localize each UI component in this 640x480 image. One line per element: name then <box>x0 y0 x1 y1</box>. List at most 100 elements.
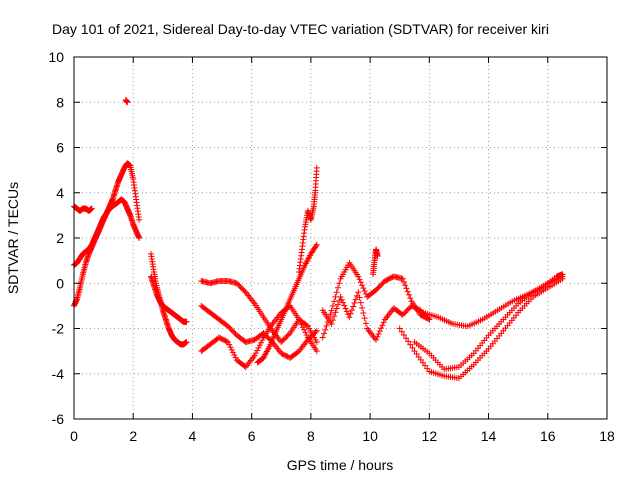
data-point <box>136 216 143 223</box>
data-point <box>402 309 409 316</box>
data-point <box>359 282 366 289</box>
data-point <box>260 330 267 337</box>
data-point <box>236 282 243 289</box>
data-point <box>414 306 421 313</box>
data-point <box>378 281 385 288</box>
data-point <box>404 306 411 313</box>
data-point <box>329 302 336 309</box>
data-point <box>227 344 234 351</box>
data-point <box>379 322 386 329</box>
data-point <box>329 317 336 324</box>
data-point <box>255 344 262 351</box>
data-point <box>222 337 229 344</box>
data-point <box>327 311 334 318</box>
data-point <box>388 274 395 281</box>
data-point <box>352 296 359 303</box>
data-point <box>343 308 350 315</box>
data-point <box>321 330 328 337</box>
data-point <box>302 329 309 336</box>
data-point <box>405 338 412 345</box>
data-point <box>400 331 407 338</box>
data-point <box>404 288 411 295</box>
data-point <box>238 285 245 292</box>
y-tick-label: 6 <box>56 140 64 156</box>
data-point <box>412 304 419 311</box>
data-point <box>403 335 410 342</box>
data-point <box>399 311 406 318</box>
data-point <box>341 302 348 309</box>
data-point <box>241 288 248 295</box>
data-point <box>278 350 285 357</box>
data-point <box>357 299 364 306</box>
x-tick-label: 6 <box>248 428 256 444</box>
data-point <box>226 324 233 331</box>
data-point <box>361 315 368 322</box>
data-point <box>228 327 235 334</box>
data-point <box>408 302 415 309</box>
data-point <box>356 294 363 301</box>
data-point <box>228 346 235 353</box>
data-point <box>301 326 308 333</box>
data-point <box>313 339 320 346</box>
data-point <box>264 333 271 340</box>
data-point <box>407 341 414 348</box>
data-point <box>331 313 338 320</box>
data-point <box>241 362 248 369</box>
data-point <box>360 309 367 316</box>
data-point <box>254 347 261 354</box>
data-point <box>279 337 286 344</box>
data-point <box>338 296 345 303</box>
x-tick-label: 10 <box>362 428 378 444</box>
data-point <box>226 341 233 348</box>
data-point <box>350 303 357 310</box>
data-point <box>346 314 353 321</box>
y-axis-title: SDTVAR / TECUs <box>5 182 21 294</box>
data-point <box>237 284 244 291</box>
data-point <box>252 350 259 357</box>
data-point <box>183 339 190 346</box>
data-point <box>230 349 237 356</box>
data-point <box>313 164 320 171</box>
data-point <box>402 282 409 289</box>
data-point <box>259 337 266 344</box>
data-point <box>398 328 405 335</box>
data-points <box>71 96 566 382</box>
data-point <box>282 335 289 342</box>
data-point <box>411 304 418 311</box>
data-point <box>235 281 242 288</box>
data-point <box>348 307 355 314</box>
data-point <box>376 328 383 335</box>
data-point <box>374 253 381 260</box>
data-point <box>219 336 226 343</box>
x-tick-label: 12 <box>422 428 438 444</box>
data-point <box>88 205 95 212</box>
data-point <box>375 330 382 337</box>
y-tick-label: 4 <box>56 185 64 201</box>
data-point <box>240 286 247 293</box>
data-point <box>124 99 131 106</box>
chart-title: Day 101 of 2021, Sidereal Day-to-day VTE… <box>52 21 549 37</box>
data-point <box>283 333 290 340</box>
data-point <box>409 303 416 310</box>
data-point <box>233 280 240 287</box>
data-point <box>362 320 369 327</box>
data-point <box>306 335 313 342</box>
data-point <box>331 298 338 305</box>
data-point <box>334 301 341 308</box>
data-point <box>374 333 381 340</box>
data-point <box>345 311 352 318</box>
x-axis-title: GPS time / hours <box>287 457 394 473</box>
y-tick-label: 8 <box>56 94 64 110</box>
data-point <box>265 335 272 342</box>
x-tick-label: 18 <box>599 428 615 444</box>
data-point <box>355 273 362 280</box>
data-point <box>334 284 341 291</box>
data-point <box>406 291 413 298</box>
data-point <box>332 293 339 300</box>
data-point <box>313 348 320 355</box>
data-point <box>283 352 290 359</box>
data-point <box>400 278 407 285</box>
data-point <box>256 342 263 349</box>
y-tick-label: -2 <box>52 321 65 337</box>
